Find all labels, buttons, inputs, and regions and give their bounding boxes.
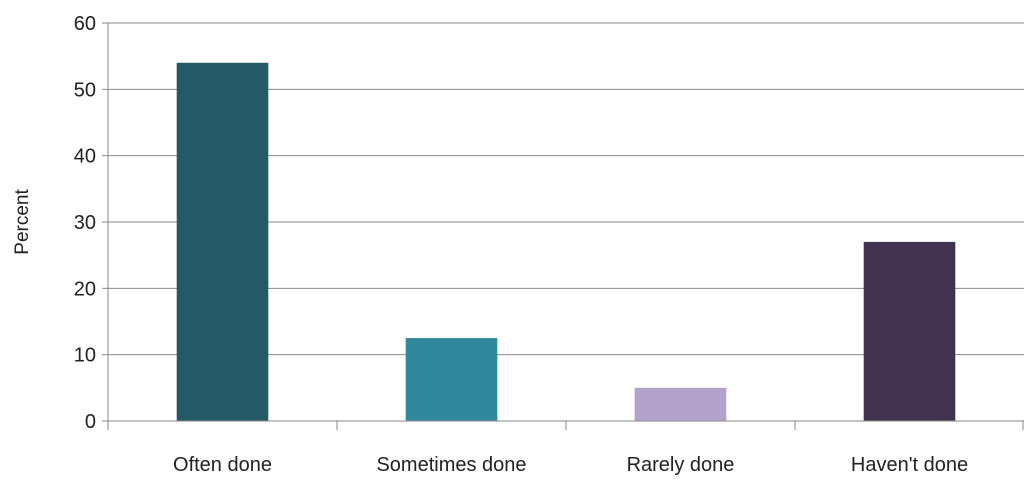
x-category-label: Sometimes done bbox=[376, 454, 526, 476]
bar-often-done bbox=[176, 62, 269, 422]
axes bbox=[102, 22, 1024, 430]
y-tick-label: 40 bbox=[74, 146, 96, 168]
bars bbox=[176, 62, 956, 422]
y-tick-label: 30 bbox=[74, 212, 96, 234]
y-tick-label: 20 bbox=[74, 278, 96, 300]
y-tick-label: 50 bbox=[74, 79, 96, 101]
y-tick-labels: 0 10 20 30 40 50 60 bbox=[74, 13, 96, 433]
y-tick-label: 10 bbox=[74, 345, 96, 367]
y-tick-label: 60 bbox=[74, 13, 96, 35]
x-category-labels: Often done Sometimes done Rarely done Haven… bbox=[173, 454, 968, 476]
bar-rarely-done bbox=[634, 387, 727, 421]
bar-sometimes-done bbox=[405, 338, 498, 421]
y-tick-label: 0 bbox=[85, 411, 96, 433]
y-axis-title: Percent bbox=[12, 189, 33, 255]
x-category-label: Rarely done bbox=[627, 454, 735, 476]
x-category-label: Haven't done bbox=[851, 454, 968, 476]
bar-haven-t-done bbox=[863, 241, 956, 421]
x-category-label: Often done bbox=[173, 454, 272, 476]
